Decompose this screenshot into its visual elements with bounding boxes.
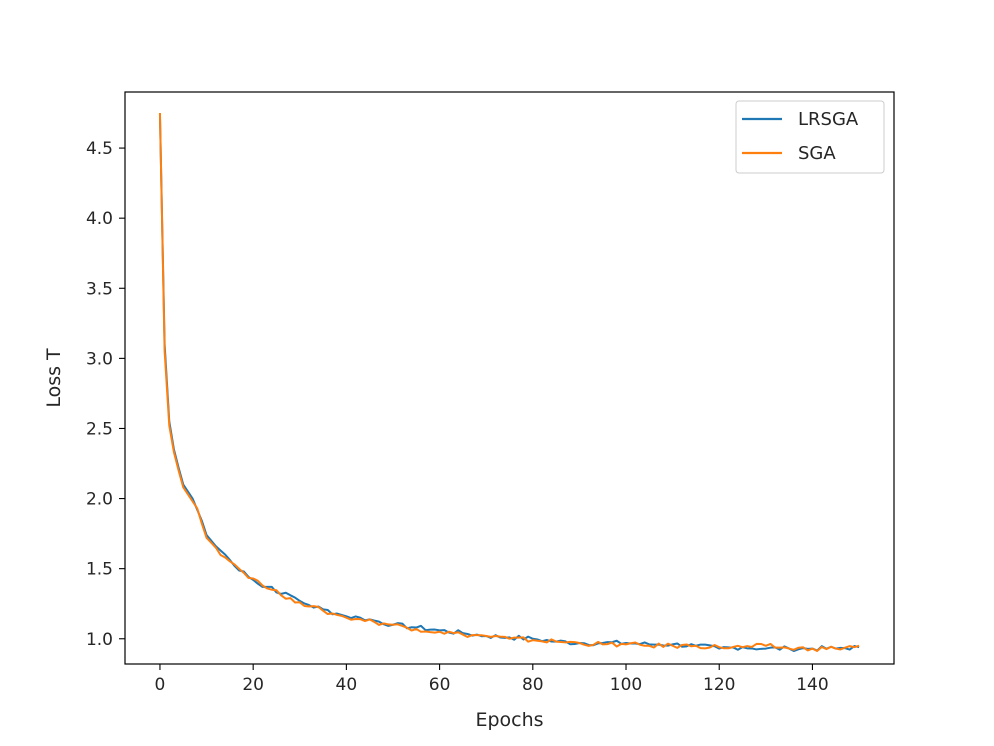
y-axis-label: Loss T	[43, 348, 65, 408]
x-tick-label: 120	[703, 675, 735, 695]
x-tick-label: 40	[336, 675, 358, 695]
x-axis: 0 20 40 60 80 100 120 140	[155, 664, 829, 695]
x-tick-label: 0	[155, 675, 166, 695]
x-tick-label: 140	[796, 675, 828, 695]
legend: LRSGA SGA	[735, 100, 885, 174]
y-tick-label: 1.5	[86, 560, 113, 580]
x-tick-label: 80	[522, 675, 544, 695]
x-tick-label: 20	[242, 675, 264, 695]
y-tick-label: 2.0	[86, 490, 113, 510]
series-line-sga	[158, 113, 860, 652]
y-tick-label: 3.5	[86, 279, 113, 299]
y-tick-label: 2.5	[86, 419, 113, 439]
legend-label-sga: SGA	[798, 143, 836, 164]
series-line-lrsga	[158, 114, 860, 652]
y-axis: 1.0 1.5 2.0 2.5 3.0 3.5 4.0 4.5	[86, 139, 125, 650]
y-tick-label: 1.0	[86, 630, 113, 650]
legend-label-lrsga: LRSGA	[798, 109, 859, 130]
axes-frame	[124, 91, 895, 665]
x-tick-label: 100	[610, 675, 642, 695]
y-tick-label: 4.0	[86, 209, 113, 229]
y-tick-label: 3.0	[86, 349, 113, 369]
x-axis-label: Epochs	[475, 709, 543, 731]
y-tick-label: 4.5	[86, 139, 113, 159]
plot-area	[158, 113, 860, 652]
x-tick-label: 60	[429, 675, 451, 695]
